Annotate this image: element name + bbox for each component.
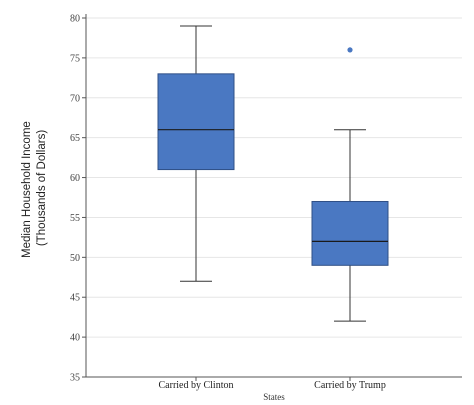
y-tick-label: 75 (70, 53, 80, 64)
boxes (157, 25, 389, 322)
x-tick-label: Carried by Clinton (159, 380, 234, 391)
y-tick-label: 70 (70, 93, 80, 104)
x-tick-label: Carried by Trump (314, 380, 386, 391)
y-tick-label: 80 (70, 14, 80, 25)
y-axis-title: Median Household Income (Thousands of Do… (21, 118, 48, 258)
y-tick-label: 65 (70, 133, 80, 144)
y-tick-label: 55 (70, 213, 80, 224)
iqr-box (157, 73, 235, 171)
y-axis-title-line-2: (Thousands of Dollars) (36, 130, 48, 246)
y-tick-label: 35 (70, 373, 80, 384)
y-tick-label: 50 (70, 253, 80, 264)
box-2 (311, 47, 389, 322)
iqr-box (311, 200, 389, 266)
x-axis-title: States (263, 392, 285, 402)
y-tick-label: 60 (70, 173, 80, 184)
y-tick-label: 45 (70, 293, 80, 304)
y-axis-title-line-1: Median Household Income (21, 121, 33, 258)
gridlines (86, 17, 462, 338)
y-tick-label: 40 (70, 333, 80, 344)
outlier-point (347, 47, 353, 53)
box-1 (157, 25, 235, 282)
axes: 35 40 45 50 55 60 65 70 75 80 Carried by Clinton Ca… (70, 14, 462, 391)
